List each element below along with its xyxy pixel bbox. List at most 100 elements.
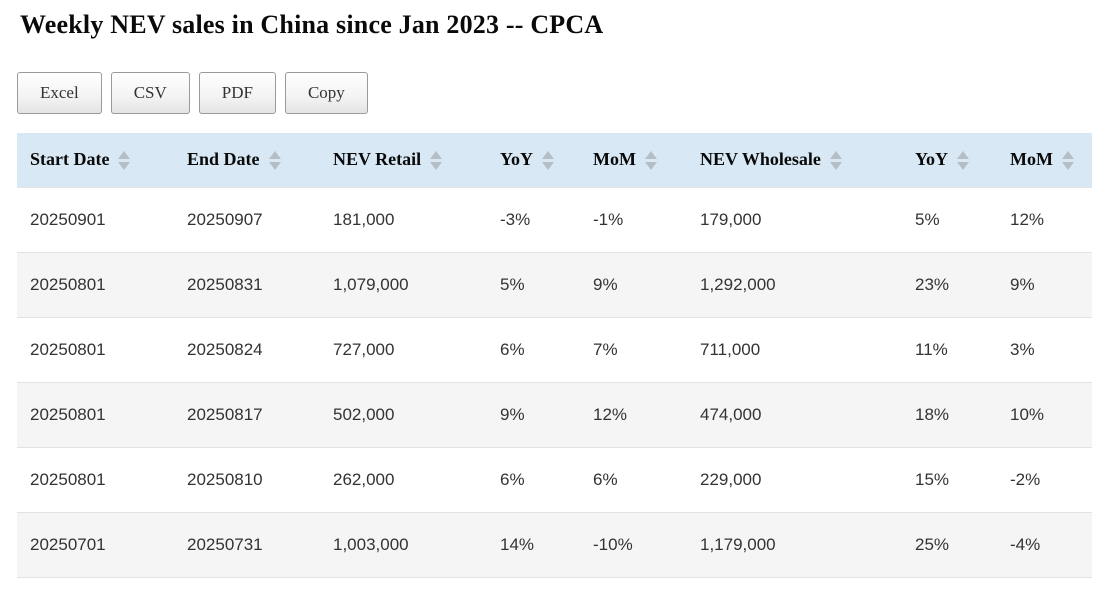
table-cell: 15% — [915, 469, 950, 489]
table-cell: 20250824 — [187, 339, 263, 359]
table-row: 20250801 20250831 1,079,000 5% 9% 1,292,000 23… — [17, 252, 1092, 318]
column-header-mom-retail[interactable]: MoM — [580, 133, 687, 188]
sort-icon — [1061, 150, 1074, 170]
table-cell: 10% — [1010, 404, 1045, 424]
table-cell: 20250701 — [30, 534, 106, 554]
table-cell: 179,000 — [700, 209, 762, 229]
table-cell: 9% — [1010, 274, 1035, 294]
export-excel-button[interactable]: Excel — [17, 72, 102, 115]
sort-down-arrow-icon — [957, 161, 970, 170]
sort-down-arrow-icon — [829, 161, 842, 170]
sort-up-arrow-icon — [430, 150, 443, 159]
column-label: End Date — [187, 149, 260, 170]
table-cell: 20250801 — [30, 339, 106, 359]
table-cell: 12% — [593, 404, 628, 424]
sort-down-arrow-icon — [268, 161, 281, 170]
column-label: NEV Retail — [333, 149, 422, 170]
column-label: MoM — [1010, 149, 1053, 170]
table-cell: 11% — [915, 339, 948, 359]
export-csv-button[interactable]: CSV — [110, 72, 190, 115]
sort-icon — [118, 150, 131, 170]
column-header-nev-retail[interactable]: NEV Retail — [320, 133, 487, 188]
table-cell: 5% — [915, 209, 940, 229]
column-label: MoM — [593, 149, 636, 170]
table-cell: 502,000 — [333, 404, 395, 424]
table-cell: 727,000 — [333, 339, 395, 359]
sort-icon — [644, 150, 657, 170]
sort-down-arrow-icon — [1061, 161, 1074, 170]
table-cell: 6% — [500, 469, 525, 489]
nev-sales-table: Start Date End Date NEV Retail YoY MoM N… — [17, 133, 1092, 578]
table-cell: 181,000 — [333, 209, 395, 229]
table-cell: -3% — [500, 209, 531, 229]
sort-up-arrow-icon — [268, 150, 281, 159]
column-label: YoY — [915, 149, 949, 170]
table-cell: 20250817 — [187, 404, 263, 424]
sort-icon — [957, 150, 970, 170]
column-header-nev-wholesale[interactable]: NEV Wholesale — [687, 133, 902, 188]
table-cell: 1,079,000 — [333, 274, 409, 294]
table-cell: 20250801 — [30, 469, 106, 489]
sort-down-arrow-icon — [644, 161, 657, 170]
table-cell: 1,179,000 — [700, 534, 776, 554]
column-header-yoy-retail[interactable]: YoY — [487, 133, 580, 188]
table-cell: 9% — [593, 274, 618, 294]
table-cell: 20250810 — [187, 469, 263, 489]
table-body: 20250901 20250907 181,000 -3% -1% 179,000 5% 12… — [17, 187, 1092, 578]
table-cell: 20250901 — [30, 209, 106, 229]
sort-icon — [542, 150, 555, 170]
column-header-end-date[interactable]: End Date — [174, 133, 320, 188]
table-row: 20250801 20250824 727,000 6% 7% 711,000 11% 3% — [17, 317, 1092, 383]
sort-up-arrow-icon — [1061, 150, 1074, 159]
table-cell: 5% — [500, 274, 525, 294]
table-cell: 23% — [915, 274, 950, 294]
sort-icon — [829, 150, 842, 170]
table-header-row: Start Date End Date NEV Retail YoY MoM N… — [17, 133, 1092, 188]
table-cell: 20250801 — [30, 274, 106, 294]
table-cell: 6% — [500, 339, 525, 359]
table-row: 20250901 20250907 181,000 -3% -1% 179,000 5% 12… — [17, 187, 1092, 253]
sort-up-arrow-icon — [957, 150, 970, 159]
sort-down-arrow-icon — [542, 161, 555, 170]
table-cell: 25% — [915, 534, 950, 554]
sort-down-arrow-icon — [430, 161, 443, 170]
table-cell: 711,000 — [700, 339, 761, 359]
page-title: Weekly NEV sales in China since Jan 2023… — [20, 10, 604, 39]
column-label: YoY — [500, 149, 534, 170]
column-header-start-date[interactable]: Start Date — [17, 133, 174, 188]
table-cell: 6% — [593, 469, 618, 489]
sort-up-arrow-icon — [542, 150, 555, 159]
sort-up-arrow-icon — [644, 150, 657, 159]
column-label: Start Date — [30, 149, 110, 170]
table-header: Start Date End Date NEV Retail YoY MoM N… — [17, 133, 1092, 188]
table-cell: 14% — [500, 534, 535, 554]
table-cell: 18% — [915, 404, 950, 424]
table-cell: 1,003,000 — [333, 534, 409, 554]
table-cell: 20250731 — [187, 534, 263, 554]
sort-icon — [430, 150, 443, 170]
table-cell: 262,000 — [333, 469, 395, 489]
table-row: 20250801 20250817 502,000 9% 12% 474,000 18% 10… — [17, 382, 1092, 448]
table-cell: -1% — [593, 209, 624, 229]
export-copy-button[interactable]: Copy — [284, 72, 368, 115]
table-row: 20250701 20250731 1,003,000 14% -10% 1,179,00… — [17, 512, 1092, 578]
table-cell: 229,000 — [700, 469, 762, 489]
table-cell: -4% — [1010, 534, 1041, 554]
table-row: 20250801 20250810 262,000 6% 6% 229,000 15% -2% — [17, 447, 1092, 513]
table-cell: 7% — [593, 339, 618, 359]
sort-up-arrow-icon — [829, 150, 842, 159]
column-label: NEV Wholesale — [700, 149, 821, 170]
table-cell: -10% — [593, 534, 633, 554]
column-header-yoy-wholesale[interactable]: YoY — [902, 133, 997, 188]
table-cell: 12% — [1010, 209, 1045, 229]
sort-icon — [268, 150, 281, 170]
table-cell: -2% — [1010, 469, 1041, 489]
sort-up-arrow-icon — [118, 150, 131, 159]
column-header-mom-wholesale[interactable]: MoM — [997, 133, 1092, 188]
table-cell: 9% — [500, 404, 525, 424]
table-cell: 20250907 — [187, 209, 263, 229]
export-toolbar: Excel CSV PDF Copy — [17, 72, 1092, 115]
sort-down-arrow-icon — [118, 161, 131, 170]
table-cell: 1,292,000 — [700, 274, 776, 294]
export-pdf-button[interactable]: PDF — [198, 72, 276, 115]
